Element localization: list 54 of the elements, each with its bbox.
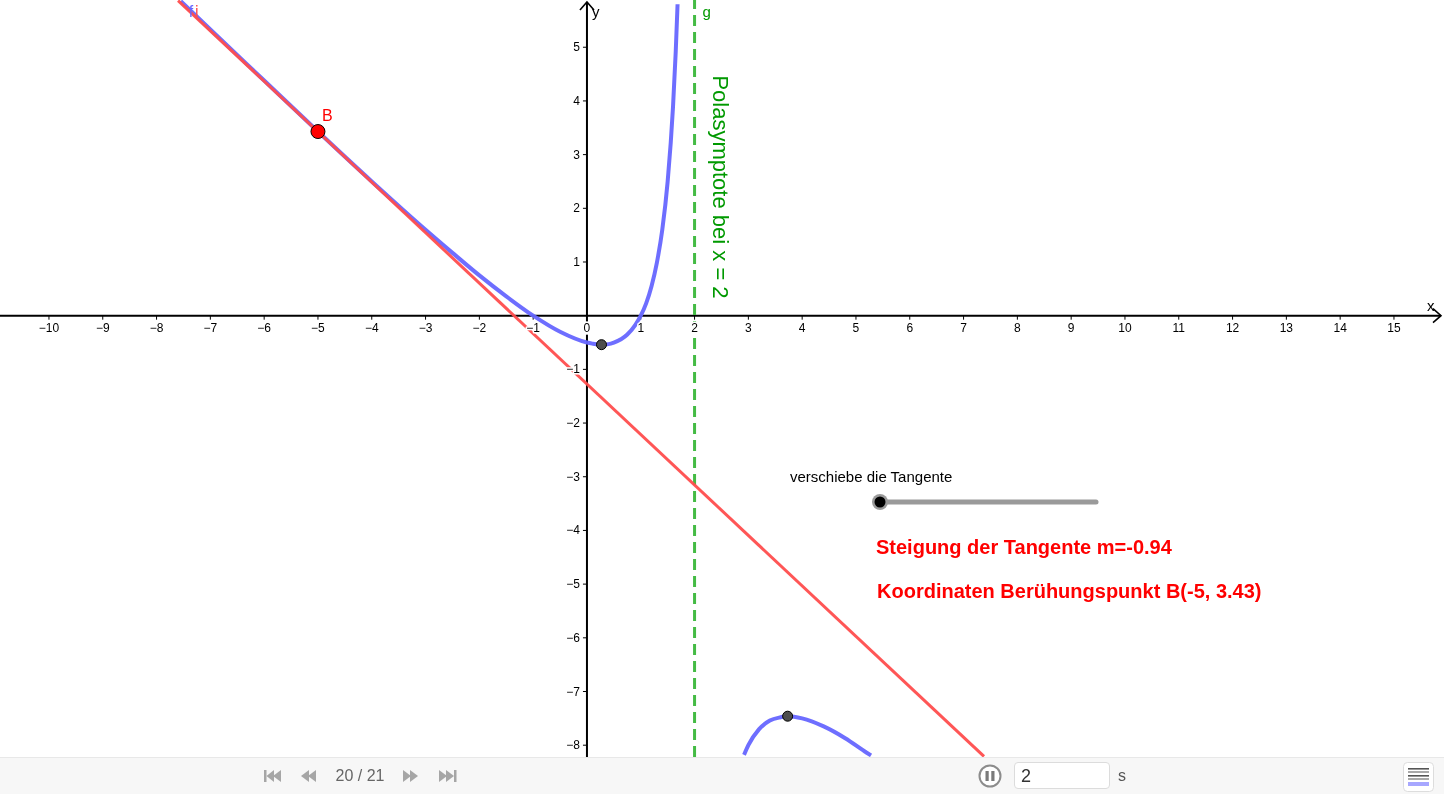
x-tick-label: 0: [583, 320, 591, 335]
y-tick-label: −5: [566, 577, 581, 592]
x-tick-label: −2: [472, 320, 487, 335]
x-tick-label: 15: [1387, 320, 1401, 335]
series-label: B: [321, 106, 333, 124]
series-label: i: [195, 2, 199, 20]
x-tick-label: 10: [1118, 320, 1132, 335]
y-tick-label: 2: [573, 201, 581, 216]
x-tick-label: 1: [637, 320, 645, 335]
annotation: verschiebe die Tangente: [790, 468, 953, 485]
y-tick-label: 5: [573, 40, 581, 55]
point: [310, 124, 326, 140]
x-tick-label: 14: [1333, 320, 1348, 335]
x-tick-label: −6: [257, 320, 272, 335]
x-tick-label: 2: [691, 320, 699, 335]
y-tick-label: −3: [566, 469, 581, 484]
x-tick-label: −10: [38, 320, 60, 335]
x-tick-label: 13: [1279, 320, 1294, 335]
point: [595, 339, 607, 351]
x-tick-label: −5: [311, 320, 326, 335]
x-tick-label: −9: [95, 320, 110, 335]
ref-line-label: g: [702, 3, 711, 20]
x-tick-label: 6: [906, 320, 914, 335]
annotation: Koordinaten Berühungspunkt B(-5, 3.43): [877, 580, 1262, 602]
y-axis-title: y: [591, 3, 600, 20]
x-tick-label: 4: [798, 320, 806, 335]
x-tick-label: 7: [960, 320, 968, 335]
x-tick-label: 3: [745, 320, 753, 335]
text: 2: [1021, 766, 1032, 786]
y-tick-label: 3: [573, 147, 581, 162]
y-tick-label: −6: [566, 630, 581, 645]
x-tick-label: 12: [1225, 320, 1240, 335]
y-tick-label: 1: [573, 255, 581, 269]
x-tick-label: −8: [149, 320, 164, 335]
y-tick-label: −8: [566, 738, 581, 753]
y-tick-label: −2: [566, 416, 581, 431]
annotation: Steigung der Tangente m=-0.94: [876, 536, 1173, 558]
point: [782, 710, 794, 722]
y-tick-label: −4: [566, 523, 581, 538]
y-tick-label: 4: [573, 93, 581, 108]
x-tick-label: −3: [418, 320, 433, 335]
annotation: Polasymptote bei x = 2: [707, 75, 733, 299]
x-tick-label: 9: [1067, 320, 1075, 335]
y-tick-label: −7: [566, 684, 581, 699]
series-label: f: [188, 3, 194, 21]
text: s: [1118, 767, 1126, 784]
x-tick-label: −1: [526, 320, 541, 335]
x-tick-label: −7: [203, 320, 218, 335]
x-axis-title: x: [1427, 296, 1435, 314]
x-tick-label: 5: [852, 320, 860, 335]
x-tick-label: −4: [364, 320, 379, 335]
x-tick-label: 11: [1172, 320, 1186, 335]
text: 20 / 21: [335, 767, 385, 784]
x-tick-label: 8: [1014, 320, 1022, 335]
